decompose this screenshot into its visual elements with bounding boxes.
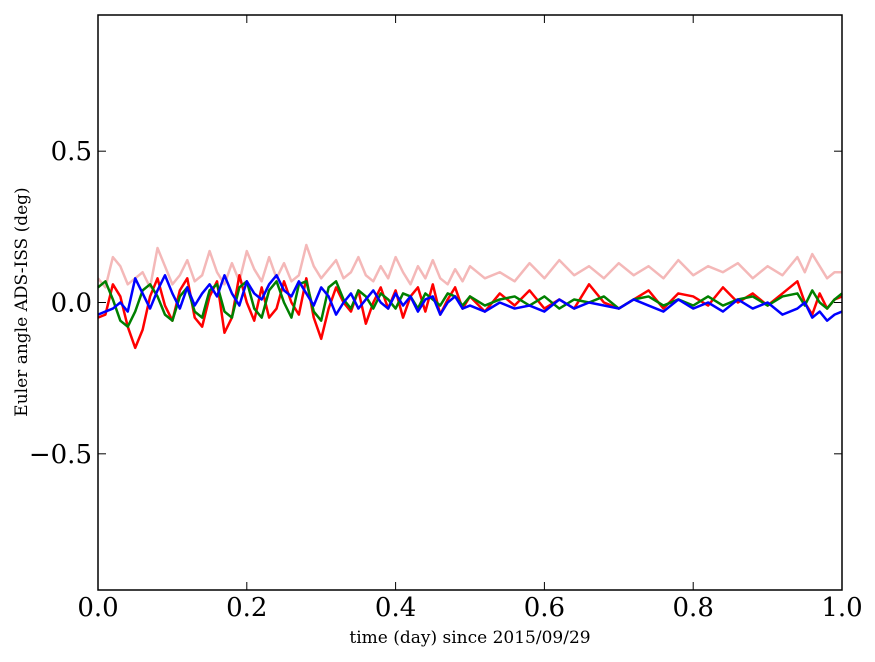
y-axis-label: Euler angle ADS-ISS (deg) [12, 187, 32, 416]
x-tick-label-3: 0.6 [524, 593, 565, 623]
series-layer [97, 243, 843, 350]
x-tick-label-0: 0.0 [77, 593, 118, 623]
x-tick-label-5: 1.0 [821, 593, 862, 623]
series-line-1 [97, 243, 842, 289]
plot-frame [97, 14, 843, 591]
x-tick-label-2: 0.4 [375, 593, 416, 623]
series-line-3 [97, 280, 843, 328]
series-line-4 [97, 274, 843, 322]
tick-layer: 0.0 0.2 0.4 0.6 0.8 1.0 0.5 0.0 −0.5 [29, 15, 863, 623]
x-axis-label: time (day) since 2015/09/29 [349, 628, 590, 648]
y-tick-label-0: 0.5 [51, 137, 92, 167]
x-tick-label-4: 0.8 [673, 593, 714, 623]
y-tick-label-1: 0.0 [51, 289, 92, 319]
x-tick-label-1: 0.2 [226, 593, 267, 623]
y-tick-label-2: −0.5 [29, 440, 92, 470]
